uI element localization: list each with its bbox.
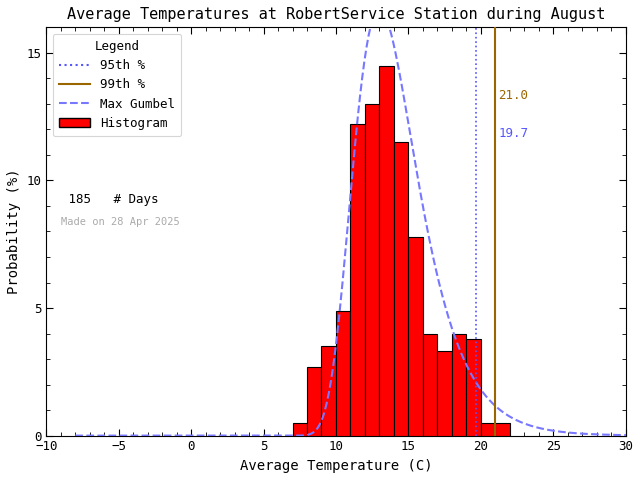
Bar	[307, 367, 321, 436]
Text: 21.0: 21.0	[498, 89, 528, 102]
Bar	[423, 334, 437, 436]
Bar	[292, 423, 307, 436]
Bar	[481, 423, 495, 436]
Bar	[408, 237, 423, 436]
Bar	[452, 334, 467, 436]
Bar	[467, 339, 481, 436]
Bar	[437, 351, 452, 436]
Bar	[351, 124, 365, 436]
Title: Average Temperatures at RobertService Station during August: Average Temperatures at RobertService St…	[67, 7, 605, 22]
Bar	[321, 346, 336, 436]
Bar	[336, 311, 351, 436]
Bar	[495, 423, 509, 436]
Bar	[365, 104, 380, 436]
Bar	[394, 142, 408, 436]
Text: 185   # Days: 185 # Days	[61, 192, 158, 205]
Y-axis label: Probability (%): Probability (%)	[7, 168, 21, 294]
Text: 19.7: 19.7	[498, 127, 528, 140]
Legend: 95th %, 99th %, Max Gumbel, Histogram: 95th %, 99th %, Max Gumbel, Histogram	[52, 34, 181, 136]
Bar	[380, 66, 394, 436]
Text: Made on 28 Apr 2025: Made on 28 Apr 2025	[61, 217, 180, 227]
X-axis label: Average Temperature (C): Average Temperature (C)	[239, 459, 432, 473]
